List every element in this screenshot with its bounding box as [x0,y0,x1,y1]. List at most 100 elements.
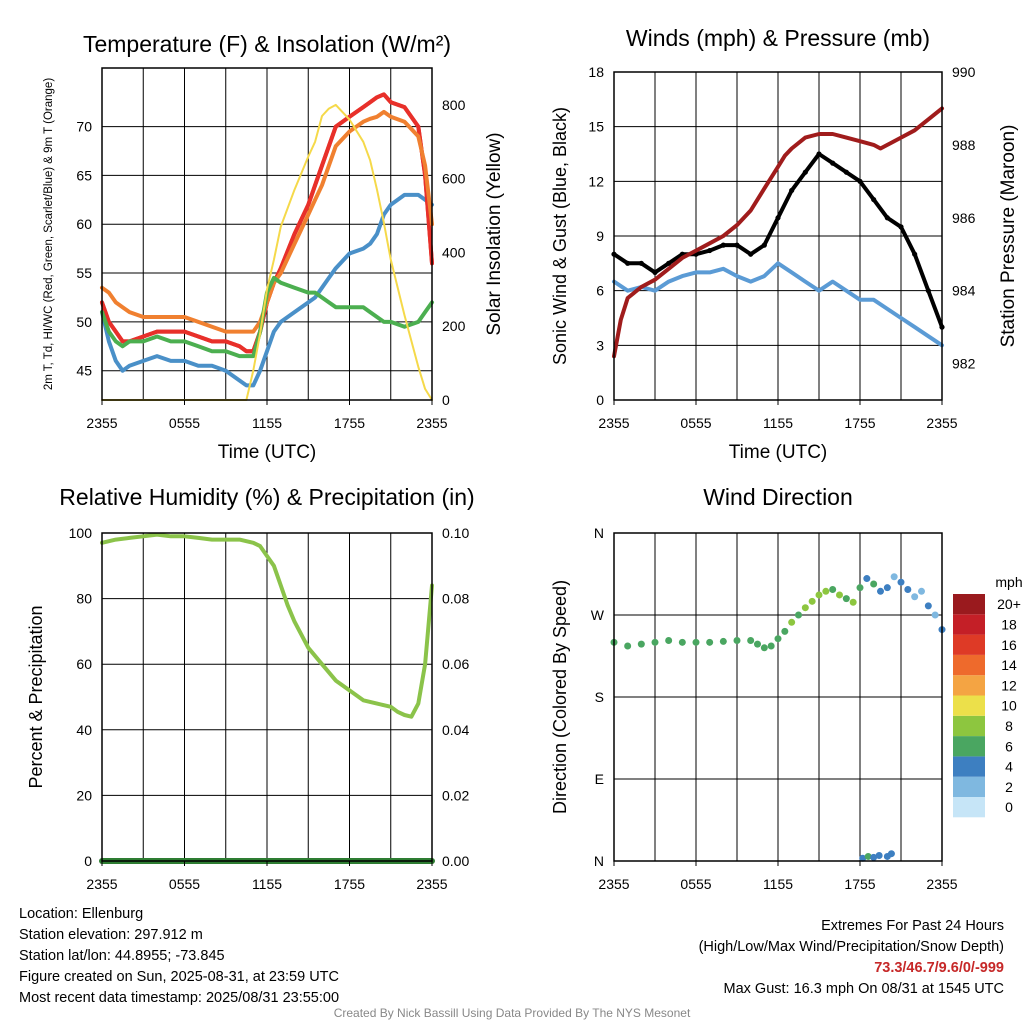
colorbar-swatch [953,675,985,696]
gust-point [925,288,931,294]
chart-panel-3: 2355 0555 1155 1755 2355 0 20 40 60 80 100 0.00 0.02… [26,484,475,892]
gust-point [761,242,767,248]
x-tick-label: 2355 [416,415,447,431]
data-point [760,644,768,652]
data-point [706,638,714,646]
x-tick-label: 2355 [86,876,117,892]
x-tick-label: 1755 [844,415,875,431]
colorbar-swatch [953,715,985,737]
data-point [754,640,761,648]
y-tick-label: W [591,607,605,623]
station-latlon: Station lat/lon: 44.8955; -73.845 [19,948,225,964]
y-right-tick-label: 0.02 [442,787,469,803]
data-point [624,642,632,650]
colorbar-swatch [953,756,985,777]
data-point [924,602,932,610]
colorbar-label: 10 [1001,698,1017,714]
data-point [733,637,741,645]
y-tick-label: 3 [596,337,604,353]
gust-point [871,196,877,203]
data-point [678,638,686,646]
data-point [747,637,755,645]
data-point [931,611,939,619]
series-line-3 [612,106,944,359]
y-right-tick-label: 984 [952,283,976,299]
y-right-tick-label: 0.04 [442,722,469,738]
x-tick-label: 2355 [416,876,447,892]
extremes-values: 73.3/46.7/9.6/0/-999 [874,960,1004,976]
gust-point [625,260,631,266]
figure-credit: Created By Nick Bassill Using Data Provi… [333,1006,691,1020]
data-point [829,585,837,593]
x-tick-label: 0555 [680,415,711,431]
data-point [808,597,816,605]
y-tick-label: 60 [76,656,92,672]
y-tick-label: E [595,771,604,787]
x-tick-label: 1155 [763,876,793,892]
y-right-tick-label: 982 [952,356,976,372]
series-line-6 [101,103,433,401]
colorbar-swatch [953,654,985,676]
x-tick-label: 2355 [86,415,117,431]
y-tick-label: 60 [76,216,92,232]
gust-point [789,187,795,194]
colorbar-label: 8 [1005,718,1013,734]
y-right-tick-label: 0 [442,392,450,408]
series-line-5 [100,275,434,359]
y-right-axis-label: Solar Insolation (Yellow) [484,132,505,335]
y-right-tick-label: 600 [442,171,466,187]
colorbar-label: 18 [1001,616,1017,632]
data-point [856,584,864,592]
x-tick-label: 2355 [926,415,957,431]
colorbar-swatch [953,797,985,818]
y-tick-label: 65 [76,167,92,183]
chart-title: Relative Humidity (%) & Precipitation (i… [59,484,474,510]
gust-point [884,215,890,221]
x-tick-label: 1155 [252,876,282,892]
y-tick-label: 80 [76,591,92,607]
y-tick-label: 50 [76,314,92,330]
gust-point [830,160,836,166]
x-axis-label: Time (UTC) [218,442,317,463]
y-right-tick-label: 800 [442,97,466,113]
x-tick-label: 1155 [252,415,282,431]
y-tick-label: 40 [76,722,92,738]
y-right-tick-label: 0.06 [442,656,469,672]
data-point [870,580,878,588]
y-tick-label: 9 [596,228,604,244]
y-tick-label: 45 [76,363,92,379]
extremes-heading: Extremes For Past 24 Hours [821,918,1004,934]
colorbar-label: 2 [1005,779,1013,795]
station-elevation: Station elevation: 297.912 m [19,927,203,943]
station-location: Location: Ellenburg [19,906,144,922]
x-tick-label: 1755 [334,876,365,892]
colorbar-swatch [953,634,985,655]
x-tick-label: 0555 [169,415,200,431]
extremes-summary: Extremes For Past 24 Hours (High/Low/Max… [699,916,1004,1000]
colorbar-label: 6 [1005,738,1013,754]
data-point [719,637,727,645]
data-point [877,587,884,595]
gust-point [638,260,644,266]
chart-title: Temperature (F) & Insolation (W/m²) [83,31,451,57]
chart-panel-4: 2355 0555 1155 1755 2355 N E S W N Wind Direction D… [550,484,1023,892]
data-point [692,638,700,646]
y-tick-label: 0 [84,853,92,869]
colorbar-swatch [953,594,985,615]
colorbar-label: 14 [1001,657,1017,673]
station-info: Location: Ellenburg Station elevation: 2… [19,904,339,1009]
data-point [863,575,871,583]
gust-point [666,260,672,266]
gust-point [843,169,849,175]
gust-point [775,215,781,221]
y-right-tick-label: 0.08 [442,591,469,607]
x-tick-label: 0555 [680,876,711,892]
data-point [911,593,919,601]
data-point [801,604,809,612]
data-point [864,852,872,860]
chart-title: Wind Direction [703,484,853,510]
data-point [849,598,857,606]
x-tick-label: 1155 [763,415,793,431]
data-point [637,640,645,648]
y-right-tick-label: 988 [952,137,976,153]
